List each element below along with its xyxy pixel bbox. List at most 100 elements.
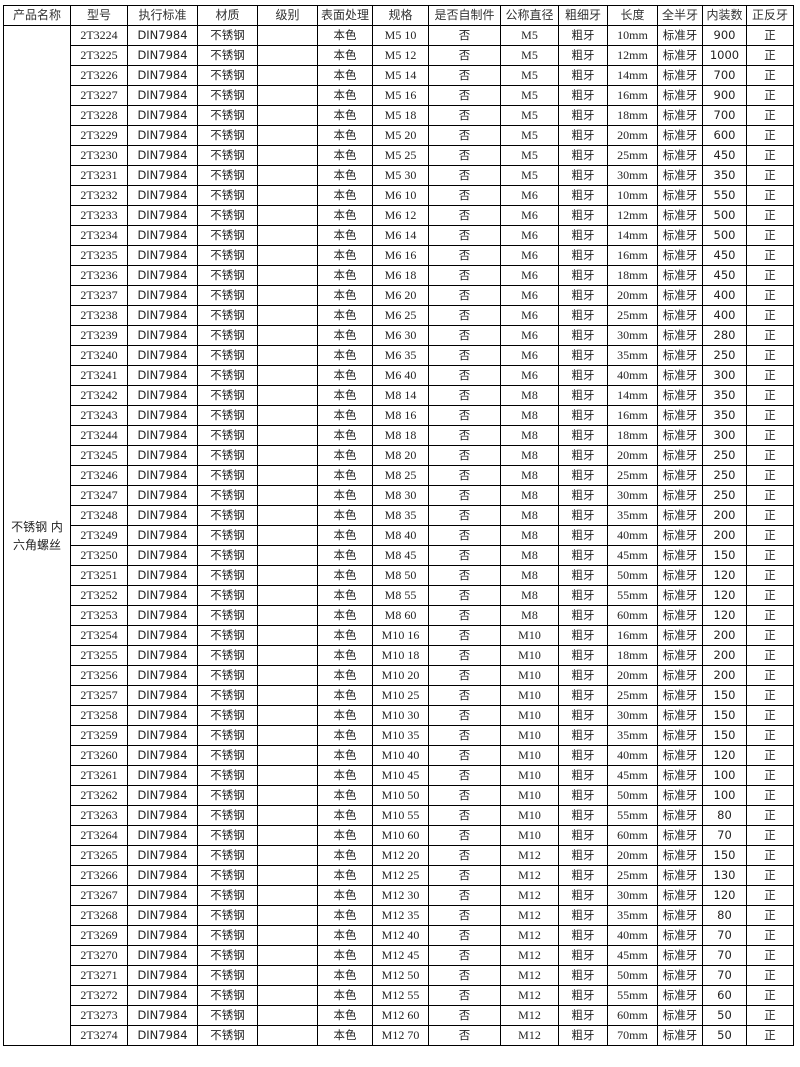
cell-material: 不锈钢 — [197, 905, 258, 926]
cell-grade — [257, 985, 318, 1006]
cell-qty: 120 — [702, 885, 747, 906]
cell-model: 2T3252 — [70, 585, 128, 606]
cell-std: DIN7984 — [127, 865, 198, 886]
cell-diameter: M12 — [500, 945, 559, 966]
table-row: 2T3226 DIN7984 不锈钢 本色 M5 14 否 M5 粗牙 14mm 标准牙 700 正 — [4, 65, 794, 86]
cell-material: 不锈钢 — [197, 865, 258, 886]
cell-std: DIN7984 — [127, 185, 198, 206]
cell-model: 2T3266 — [70, 865, 128, 886]
cell-diameter: M8 — [500, 545, 559, 566]
cell-std: DIN7984 — [127, 805, 198, 826]
cell-full-half: 标准牙 — [657, 765, 703, 786]
cell-qty: 450 — [702, 265, 747, 286]
cell-grade — [257, 285, 318, 306]
cell-length: 20mm — [607, 445, 658, 466]
cell-qty: 250 — [702, 445, 747, 466]
cell-spec: M10 40 — [372, 745, 429, 766]
cell-self-made: 否 — [428, 785, 501, 806]
cell-thread: 粗牙 — [558, 965, 608, 986]
cell-std: DIN7984 — [127, 985, 198, 1006]
cell-direction: 正 — [746, 485, 794, 506]
cell-direction: 正 — [746, 305, 794, 326]
product-spec-table: 产品名称 型号 执行标准 材质 级别 表面处理 规格 是否自制件 公称直径 粗细牙 长度 全半牙 内装数… — [3, 5, 794, 1046]
cell-qty: 150 — [702, 845, 747, 866]
cell-length: 45mm — [607, 945, 658, 966]
cell-thread: 粗牙 — [558, 105, 608, 126]
cell-spec: M12 45 — [372, 945, 429, 966]
cell-std: DIN7984 — [127, 45, 198, 66]
table-row: 2T3267 DIN7984 不锈钢 本色 M12 30 否 M12 粗牙 30mm 标准牙 120… — [4, 885, 794, 906]
cell-thread: 粗牙 — [558, 985, 608, 1006]
cell-model: 2T3244 — [70, 425, 128, 446]
cell-std: DIN7984 — [127, 85, 198, 106]
cell-thread: 粗牙 — [558, 405, 608, 426]
cell-direction: 正 — [746, 765, 794, 786]
cell-self-made: 否 — [428, 245, 501, 266]
cell-material: 不锈钢 — [197, 485, 258, 506]
cell-surface: 本色 — [317, 125, 373, 146]
cell-self-made: 否 — [428, 565, 501, 586]
cell-thread: 粗牙 — [558, 565, 608, 586]
cell-surface: 本色 — [317, 385, 373, 406]
cell-surface: 本色 — [317, 305, 373, 326]
cell-self-made: 否 — [428, 745, 501, 766]
cell-qty: 280 — [702, 325, 747, 346]
table-row: 2T3236 DIN7984 不锈钢 本色 M6 18 否 M6 粗牙 18mm 标准牙 450 正 — [4, 265, 794, 286]
cell-self-made: 否 — [428, 685, 501, 706]
cell-grade — [257, 445, 318, 466]
cell-surface: 本色 — [317, 465, 373, 486]
cell-material: 不锈钢 — [197, 245, 258, 266]
cell-self-made: 否 — [428, 165, 501, 186]
cell-grade — [257, 385, 318, 406]
cell-spec: M12 40 — [372, 925, 429, 946]
cell-direction: 正 — [746, 645, 794, 666]
cell-qty: 70 — [702, 945, 747, 966]
cell-qty: 200 — [702, 625, 747, 646]
cell-length: 40mm — [607, 745, 658, 766]
cell-thread: 粗牙 — [558, 865, 608, 886]
cell-model: 2T3242 — [70, 385, 128, 406]
cell-grade — [257, 1005, 318, 1026]
cell-std: DIN7984 — [127, 385, 198, 406]
table-row: 2T3255 DIN7984 不锈钢 本色 M10 18 否 M10 粗牙 18mm 标准牙 200… — [4, 645, 794, 666]
table-row: 2T3225 DIN7984 不锈钢 本色 M5 12 否 M5 粗牙 12mm 标准牙 1000 正 — [4, 45, 794, 66]
cell-grade — [257, 785, 318, 806]
cell-material: 不锈钢 — [197, 845, 258, 866]
cell-full-half: 标准牙 — [657, 625, 703, 646]
header-full-half: 全半牙 — [657, 5, 703, 26]
cell-surface: 本色 — [317, 525, 373, 546]
table-row: 2T3269 DIN7984 不锈钢 本色 M12 40 否 M12 粗牙 40mm 标准牙 70 正 — [4, 925, 794, 946]
cell-spec: M12 20 — [372, 845, 429, 866]
cell-spec: M10 50 — [372, 785, 429, 806]
cell-direction: 正 — [746, 905, 794, 926]
cell-diameter: M12 — [500, 985, 559, 1006]
cell-std: DIN7984 — [127, 565, 198, 586]
cell-surface: 本色 — [317, 565, 373, 586]
cell-std: DIN7984 — [127, 945, 198, 966]
cell-diameter: M6 — [500, 345, 559, 366]
table-row: 2T3245 DIN7984 不锈钢 本色 M8 20 否 M8 粗牙 20mm 标准牙 250 正 — [4, 445, 794, 466]
cell-std: DIN7984 — [127, 65, 198, 86]
cell-model: 2T3254 — [70, 625, 128, 646]
cell-thread: 粗牙 — [558, 25, 608, 46]
cell-diameter: M6 — [500, 185, 559, 206]
cell-full-half: 标准牙 — [657, 725, 703, 746]
cell-material: 不锈钢 — [197, 285, 258, 306]
header-thread: 粗细牙 — [558, 5, 608, 26]
cell-spec: M12 30 — [372, 885, 429, 906]
cell-thread: 粗牙 — [558, 825, 608, 846]
cell-material: 不锈钢 — [197, 1005, 258, 1026]
cell-material: 不锈钢 — [197, 705, 258, 726]
cell-std: DIN7984 — [127, 325, 198, 346]
cell-material: 不锈钢 — [197, 565, 258, 586]
cell-diameter: M8 — [500, 585, 559, 606]
cell-full-half: 标准牙 — [657, 605, 703, 626]
cell-full-half: 标准牙 — [657, 985, 703, 1006]
cell-full-half: 标准牙 — [657, 905, 703, 926]
cell-material: 不锈钢 — [197, 825, 258, 846]
cell-material: 不锈钢 — [197, 685, 258, 706]
cell-direction: 正 — [746, 685, 794, 706]
cell-length: 20mm — [607, 285, 658, 306]
cell-surface: 本色 — [317, 445, 373, 466]
cell-direction: 正 — [746, 345, 794, 366]
